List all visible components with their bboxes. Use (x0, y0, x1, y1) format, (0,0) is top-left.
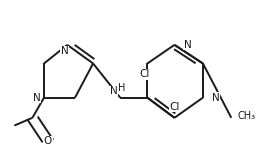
Text: CH₃: CH₃ (238, 111, 256, 121)
Text: N: N (61, 46, 69, 56)
Text: Cl: Cl (169, 102, 180, 112)
Text: O: O (44, 136, 52, 146)
Text: N: N (33, 93, 41, 103)
Text: N: N (183, 40, 191, 50)
Text: Cl: Cl (140, 69, 150, 79)
Text: H: H (118, 83, 125, 93)
Text: N: N (110, 86, 118, 96)
Text: N: N (212, 93, 220, 103)
